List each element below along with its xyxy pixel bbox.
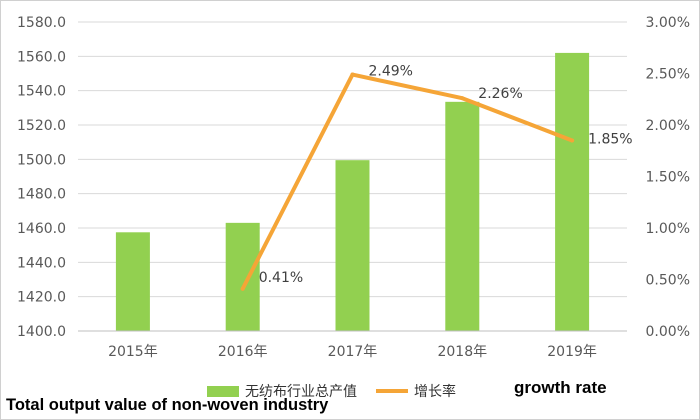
- legend-item-growth: 增长率: [376, 381, 456, 401]
- growth-line: [240, 72, 575, 291]
- bar: [555, 52, 590, 332]
- x-axis-tick-label: 2019年: [547, 344, 597, 360]
- bar-series: [115, 52, 590, 332]
- legend-bar-swatch: [207, 385, 239, 397]
- legend-item-output: 无纺布行业总产值: [207, 381, 357, 401]
- legend-growth-label: 增长率: [414, 384, 456, 400]
- chart-caption: Total output value of non-woven industry: [6, 396, 329, 414]
- left-axis-tick-label: 1560.0: [17, 49, 66, 65]
- left-axis-tick-label: 1400.0: [17, 324, 66, 340]
- x-axis-ticks: 2015年 2016年 2017年 2018年 2019年: [108, 344, 597, 360]
- growth-point: [350, 72, 355, 77]
- growth-point: [460, 96, 465, 101]
- bar: [115, 232, 150, 331]
- right-axis-tick-label: 0.50%: [646, 273, 690, 289]
- growth-data-label: 2.49%: [369, 64, 413, 80]
- left-axis-tick-label: 1480.0: [17, 187, 66, 203]
- left-axis-ticks: 1400.0 1420.0 1440.0 1460.0 1480.0 1500.0 1520…: [17, 15, 66, 340]
- right-axis-tick-label: 1.50%: [646, 170, 690, 186]
- x-axis-tick-label: 2018年: [437, 344, 487, 360]
- legend-growth-english: growth rate: [514, 378, 607, 397]
- right-axis-tick-label: 0.00%: [646, 324, 690, 340]
- x-axis-tick-label: 2015年: [108, 344, 158, 360]
- left-axis-tick-label: 1460.0: [17, 221, 66, 237]
- bar: [225, 222, 260, 331]
- right-axis-tick-label: 1.00%: [646, 221, 690, 237]
- growth-data-label: 1.85%: [588, 131, 632, 147]
- gridlines: [78, 21, 627, 298]
- left-axis-tick-label: 1440.0: [17, 255, 66, 271]
- legend-line-swatch: [376, 389, 408, 393]
- left-axis-tick-label: 1540.0: [17, 84, 66, 100]
- right-axis-ticks: 0.00% 0.50% 1.00% 1.50% 2.00% 2.50% 3.00%: [646, 15, 690, 340]
- left-axis-tick-label: 1420.0: [17, 290, 66, 306]
- left-axis-tick-label: 1520.0: [17, 118, 66, 134]
- right-axis-tick-label: 2.50%: [646, 67, 690, 83]
- growth-line-series: [240, 72, 575, 291]
- legend-output-label: 无纺布行业总产值: [245, 384, 357, 400]
- growth-point: [570, 138, 575, 143]
- right-axis-tick-label: 3.00%: [646, 15, 690, 31]
- data-labels: 0.41% 2.49% 2.26% 1.85%: [259, 64, 633, 286]
- left-axis-tick-label: 1500.0: [17, 152, 66, 168]
- growth-data-label: 2.26%: [478, 86, 522, 102]
- growth-data-label: 0.41%: [259, 270, 303, 286]
- bar: [445, 101, 480, 331]
- x-axis-tick-label: 2017年: [328, 344, 378, 360]
- bar: [335, 160, 370, 331]
- growth-point: [240, 286, 245, 291]
- x-axis-tick-label: 2016年: [218, 344, 268, 360]
- right-axis-tick-label: 2.00%: [646, 118, 690, 134]
- left-axis-tick-label: 1580.0: [17, 15, 66, 31]
